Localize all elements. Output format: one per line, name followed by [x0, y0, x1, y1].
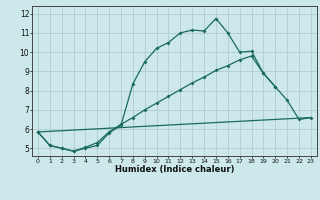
X-axis label: Humidex (Indice chaleur): Humidex (Indice chaleur) [115, 165, 234, 174]
